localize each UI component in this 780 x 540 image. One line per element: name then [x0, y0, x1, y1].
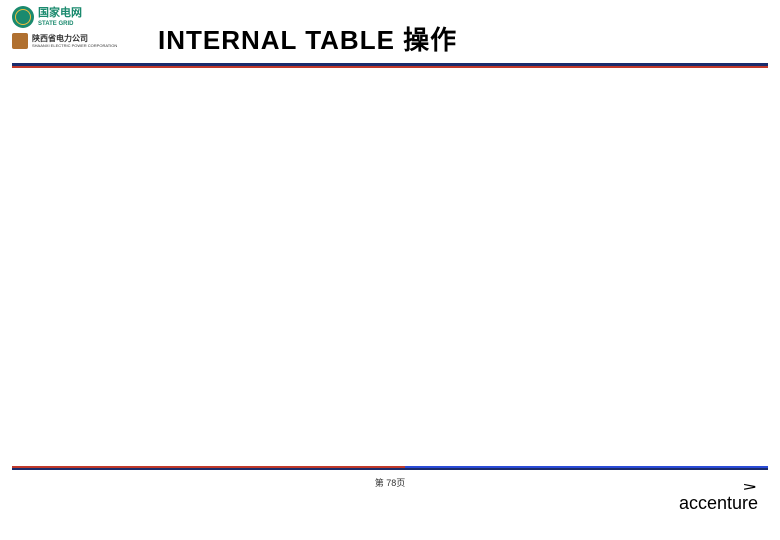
subsidiary-emblem-icon	[12, 33, 28, 49]
company-logo-block: 国家电网 STATE GRID 陕西省电力公司 SHAANXI ELECTRIC…	[12, 6, 152, 49]
footer: 第 78页 > accenture	[0, 470, 780, 522]
slide-title: INTERNAL TABLE 操作	[152, 6, 457, 57]
header: 国家电网 STATE GRID 陕西省电力公司 SHAANXI ELECTRIC…	[0, 0, 780, 57]
slide-body	[0, 68, 780, 466]
subsidiary-name-en: SHAANXI ELECTRIC POWER CORPORATION	[32, 44, 117, 48]
subsidiary-name-cn: 陕西省电力公司	[32, 35, 117, 43]
accenture-wordmark: accenture	[679, 493, 758, 514]
state-grid-logo: 国家电网 STATE GRID	[12, 6, 152, 28]
accenture-logo: > accenture	[679, 483, 758, 514]
header-divider	[12, 63, 768, 68]
state-grid-name-en: STATE GRID	[38, 21, 82, 27]
state-grid-emblem-icon	[12, 6, 34, 28]
page-number: 第 78页	[0, 470, 780, 489]
subsidiary-logo: 陕西省电力公司 SHAANXI ELECTRIC POWER CORPORATI…	[12, 33, 152, 49]
accenture-chevron-icon: >	[743, 485, 756, 492]
state-grid-name-cn: 国家电网	[38, 8, 82, 19]
